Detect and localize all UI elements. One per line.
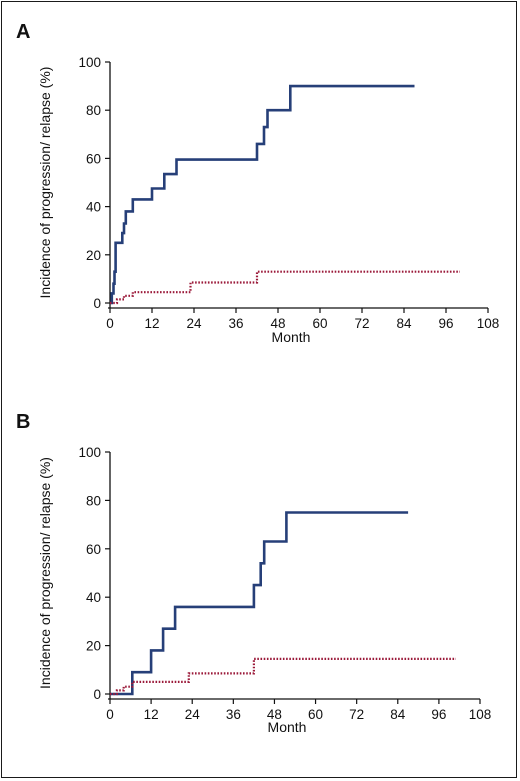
x-tick-label: 0 xyxy=(106,707,114,722)
x-tick-label: 60 xyxy=(312,316,327,331)
panel-label: B xyxy=(16,411,30,433)
y-tick-label: 0 xyxy=(93,296,101,311)
x-tick-label: 36 xyxy=(226,707,241,722)
chart-panel-b: B 0 20 40 60 80 100 0 12 24 36 48 60 72 84 96 108 Month In… xyxy=(16,411,491,735)
y-axis-title: Incidence of progression/ relapse (%) xyxy=(37,67,53,299)
x-tick-label: 96 xyxy=(431,707,446,722)
axis-lines xyxy=(108,62,488,309)
x-tick-label: 72 xyxy=(354,316,369,331)
x-tick-label: 24 xyxy=(186,316,202,331)
y-tick-label: 100 xyxy=(78,445,101,460)
x-tick-label: 96 xyxy=(438,316,453,331)
x-tick-label: 12 xyxy=(144,707,159,722)
y-tick-label: 40 xyxy=(86,590,101,605)
x-tick-label: 12 xyxy=(144,316,159,331)
series-line-2 xyxy=(110,657,456,696)
y-tick-label: 0 xyxy=(93,687,101,702)
x-tick-label: 84 xyxy=(396,316,412,331)
series-line-1 xyxy=(110,511,409,696)
x-tick-label: 36 xyxy=(228,316,243,331)
series-line-2 xyxy=(110,270,460,305)
x-tick-label: 108 xyxy=(469,707,492,722)
y-axis-title: Incidence of progression/ relapse (%) xyxy=(37,457,53,689)
y-tick-label: 80 xyxy=(86,103,101,118)
x-tick-label: 108 xyxy=(477,316,500,331)
x-axis-title: Month xyxy=(272,329,311,345)
y-tick-label: 20 xyxy=(86,639,101,654)
x-tick-label: 24 xyxy=(185,707,201,722)
y-tick-label: 100 xyxy=(78,55,101,70)
x-tick-label: 84 xyxy=(390,707,406,722)
x-axis-title: Month xyxy=(268,719,307,735)
panel-label: A xyxy=(16,21,30,43)
x-tick-label: 72 xyxy=(349,707,364,722)
x-tick-label: 48 xyxy=(270,316,285,331)
x-tick-label: 60 xyxy=(308,707,323,722)
y-tick-label: 80 xyxy=(86,493,101,508)
y-tick-label: 20 xyxy=(86,248,101,263)
x-tick-label: 48 xyxy=(267,707,282,722)
chart-panel-a: A 0 20 40 60 80 100 0 12 24 36 48 60 72 84 96 108 Month In… xyxy=(16,21,499,345)
axis-lines xyxy=(108,452,480,700)
x-tick-label: 0 xyxy=(106,316,114,331)
y-tick-label: 40 xyxy=(86,200,101,215)
series-line-1 xyxy=(110,84,415,305)
y-tick-label: 60 xyxy=(86,542,101,557)
y-tick-label: 60 xyxy=(86,151,101,166)
